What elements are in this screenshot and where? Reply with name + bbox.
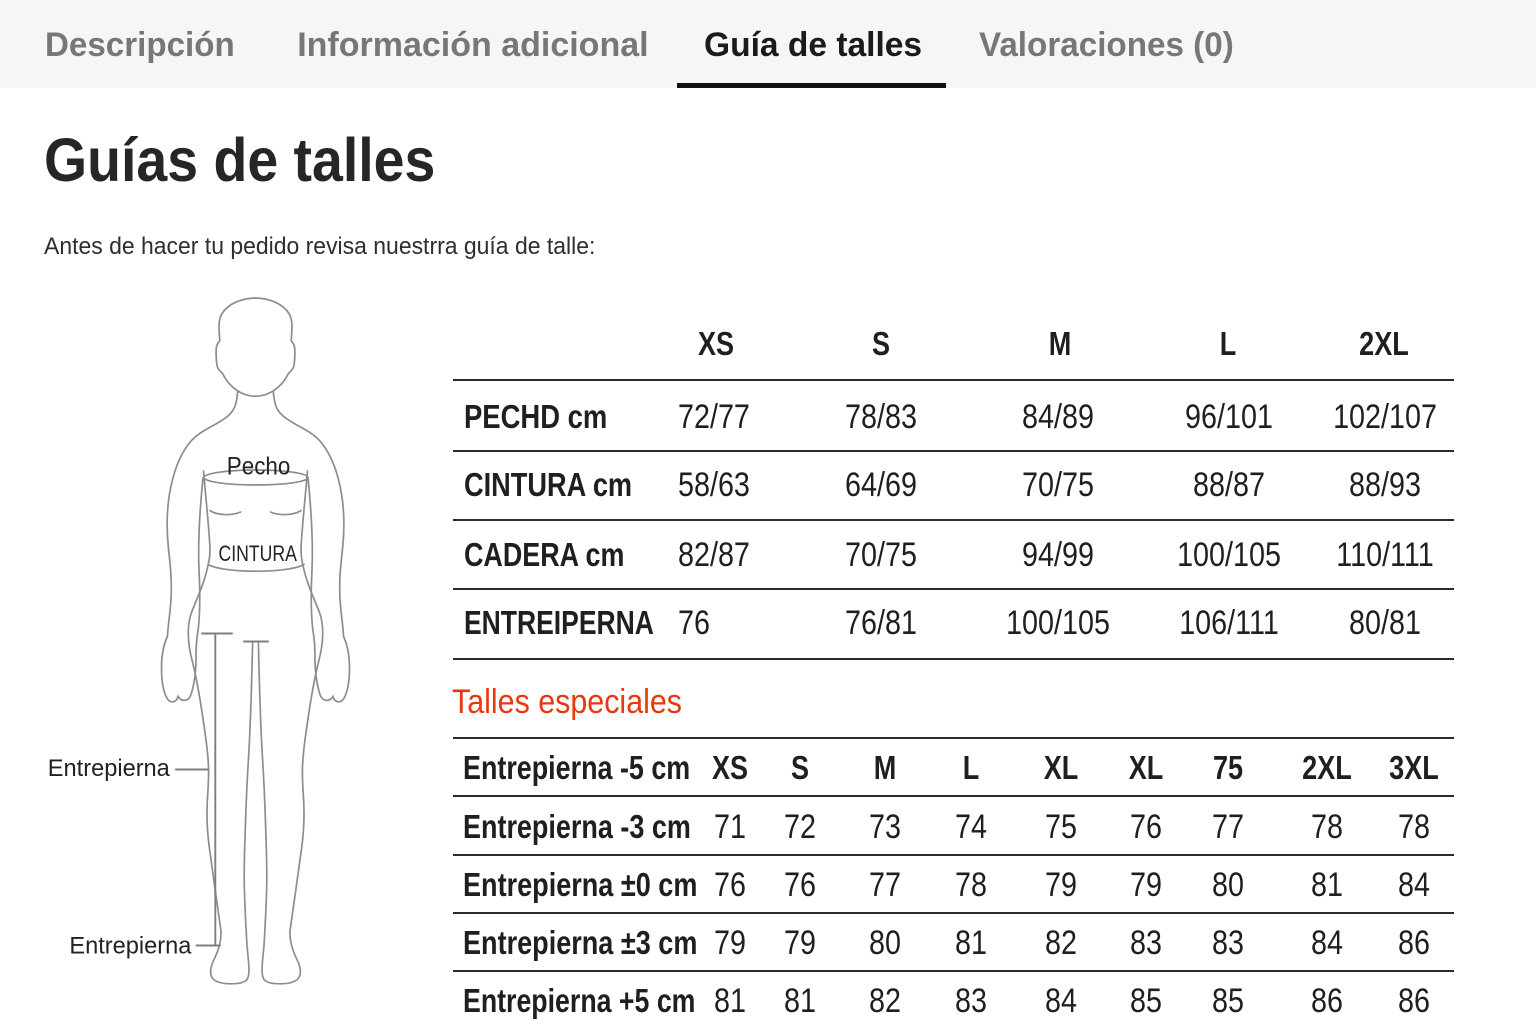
svg-text:Pecho: Pecho <box>227 453 290 481</box>
svg-text:Entrepierna: Entrepierna <box>48 755 171 782</box>
svg-text:Entrepierna: Entrepierna <box>69 932 192 959</box>
svg-text:CINTURA: CINTURA <box>219 541 298 566</box>
